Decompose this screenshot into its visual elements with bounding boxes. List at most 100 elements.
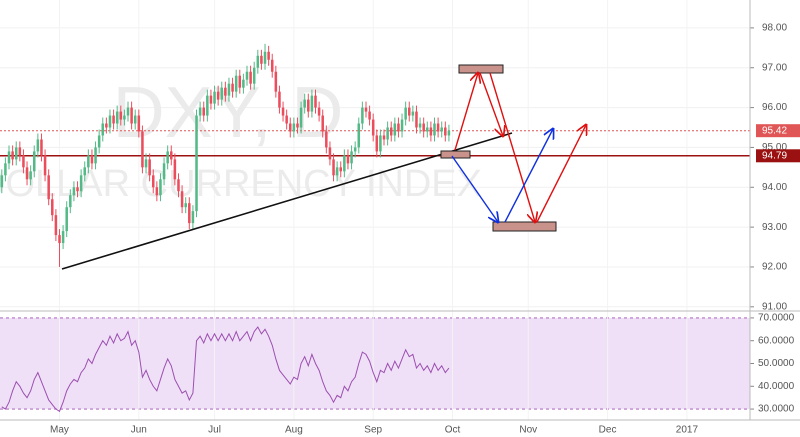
candle-body	[148, 159, 151, 176]
candle-body	[177, 179, 180, 192]
plot	[0, 43, 750, 413]
target-box	[458, 64, 504, 74]
price-label: 94.79	[762, 150, 787, 161]
candle-body	[195, 115, 198, 212]
candle-body	[429, 127, 433, 136]
y-tick-label: 30.0000	[758, 404, 795, 415]
x-tick-label: Nov	[519, 425, 537, 436]
candle-body	[83, 167, 86, 176]
candle-body	[397, 123, 400, 132]
candle-body	[126, 107, 130, 116]
candle-body	[238, 75, 242, 88]
candle-body	[335, 167, 339, 176]
candle-body	[444, 127, 447, 136]
candle-body	[433, 123, 436, 136]
candle-body	[415, 111, 418, 128]
candle-body	[317, 107, 321, 116]
candle-body	[216, 91, 220, 100]
x-tick-label: May	[50, 425, 69, 436]
candle-body	[267, 51, 270, 60]
target-box	[492, 221, 557, 232]
candle-body	[36, 139, 40, 152]
y-tick-label: 96.00	[762, 102, 787, 113]
candle-body	[65, 207, 68, 232]
candle-body	[227, 83, 231, 96]
arrow	[536, 125, 586, 223]
candle-body	[393, 123, 397, 136]
candle-body	[11, 151, 14, 160]
candle-body	[332, 159, 335, 176]
candle-body	[292, 123, 296, 132]
candle-body	[422, 123, 425, 132]
candle-body	[278, 91, 281, 108]
y-tick-label: 97.00	[762, 62, 787, 73]
candle-body	[47, 175, 50, 200]
arrow	[479, 72, 503, 136]
price-label-box	[756, 124, 800, 138]
candle-body	[115, 111, 119, 124]
indicator-line	[1, 326, 450, 413]
price-label-box	[756, 149, 800, 163]
candle-body	[231, 83, 234, 92]
y-tick-label: 91.00	[762, 301, 787, 312]
candle-body	[18, 147, 22, 156]
arrow	[454, 73, 478, 151]
candle-body	[162, 163, 166, 180]
target-box	[440, 150, 471, 159]
candle-body	[76, 187, 79, 192]
candle-body	[51, 199, 54, 216]
indicator-band	[0, 317, 750, 410]
candle-body	[4, 163, 7, 176]
candle-body	[361, 107, 364, 124]
x-tick-label: Jul	[208, 425, 221, 436]
y-tick-label: 50.0000	[758, 358, 795, 369]
candle-body	[418, 123, 422, 128]
x-tick-label: Aug	[285, 425, 303, 436]
candle-body	[447, 130, 451, 136]
candle-body	[101, 123, 105, 136]
candle-body	[346, 155, 350, 164]
candle-body	[220, 87, 224, 100]
y-tick-label: 93.00	[762, 222, 787, 233]
candle-body	[155, 187, 159, 196]
y-tick-label: 94.00	[762, 182, 787, 193]
candle-body	[285, 115, 288, 124]
candle-body	[61, 231, 65, 244]
arrow	[489, 72, 535, 222]
candle-body	[119, 111, 123, 120]
candle-body	[29, 171, 32, 180]
drawings	[61, 64, 586, 270]
candle-body	[407, 107, 411, 116]
price-label: 95.42	[762, 125, 787, 136]
candle-body	[123, 115, 126, 120]
y-tick-label: 98.00	[762, 23, 787, 34]
candle-body	[364, 107, 368, 112]
candle-body	[206, 95, 209, 116]
candle-body	[198, 107, 202, 116]
candle-body	[173, 159, 177, 180]
candle-body	[144, 159, 148, 168]
candle-body	[180, 191, 184, 208]
y-tick-label: 70.0000	[758, 313, 795, 324]
candle-body	[242, 79, 245, 88]
candle-body	[43, 155, 47, 176]
candle-body	[299, 107, 303, 128]
candle-body	[22, 155, 25, 168]
candle-body	[307, 99, 310, 112]
red-arrows	[454, 72, 586, 223]
candle-body	[188, 203, 191, 224]
candle-body	[202, 107, 205, 116]
y-tick-label: 95.00	[762, 142, 787, 153]
candle-body	[40, 139, 43, 156]
candle-body	[249, 71, 252, 84]
candle-body	[224, 87, 227, 96]
candle-body	[79, 175, 83, 192]
candle-body	[213, 91, 216, 104]
candle-body	[357, 123, 361, 148]
candle-body	[321, 115, 324, 132]
trend-line	[61, 132, 513, 270]
candle-body	[105, 123, 108, 128]
background	[0, 0, 750, 420]
candle-body	[58, 235, 61, 244]
